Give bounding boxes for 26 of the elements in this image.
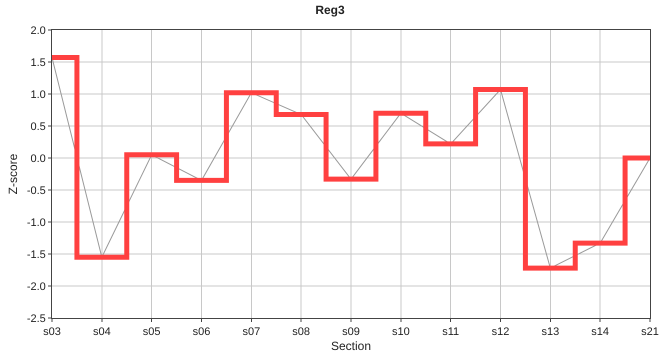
y-tick-label: -1.5 [26, 248, 46, 261]
x-tick-label: s21 [641, 326, 659, 338]
x-tick-label: s10 [392, 326, 410, 338]
x-tick-label: s04 [92, 326, 111, 338]
y-tick-label: 2.0 [30, 24, 46, 37]
chart-title: Reg3 [315, 2, 345, 17]
y-tick-label: -0.5 [26, 184, 46, 197]
x-tick-label: s08 [292, 326, 310, 338]
x-tick-label: s06 [192, 326, 210, 338]
y-tick-label: 0.0 [30, 152, 46, 165]
y-tick-label: -1.0 [26, 216, 46, 229]
y-tick-label: 1.5 [30, 56, 46, 69]
x-tick-label: s14 [591, 326, 610, 338]
x-tick-label: s09 [342, 326, 360, 338]
x-tick-label: s13 [541, 326, 560, 338]
x-axis-title: Section [330, 339, 372, 354]
y-axis-title: Z-score [6, 153, 20, 194]
x-tick-label: s05 [142, 326, 161, 338]
y-tick-label: -2.5 [26, 312, 46, 325]
y-tick-label: 1.0 [30, 88, 46, 101]
x-tick-label: s12 [492, 326, 510, 338]
y-tick-label: -2.0 [26, 280, 46, 293]
y-tick-label: 0.5 [30, 120, 46, 133]
x-tick-label: s03 [43, 326, 61, 338]
x-tick-label: s07 [242, 326, 260, 338]
x-tick-label: s11 [442, 326, 460, 338]
